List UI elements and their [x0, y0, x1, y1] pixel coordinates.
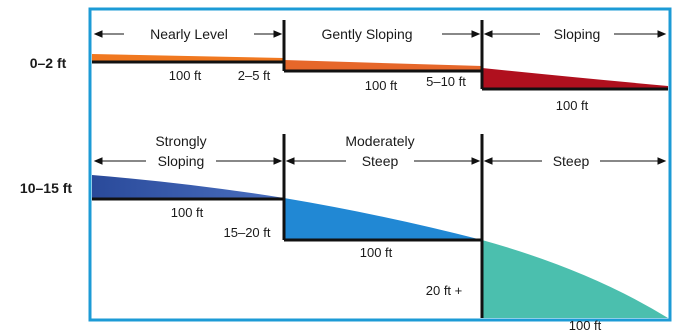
strongly-sloping-slope	[92, 175, 284, 198]
sloping-slope	[482, 68, 668, 88]
class-label-strongly-sloping: Sloping	[158, 153, 205, 169]
class-label-moderately-steep: Steep	[362, 153, 399, 169]
top-step-lines	[92, 20, 668, 91]
top-run-3-label: 100 ft	[556, 98, 589, 113]
top-run-2-label: 100 ft	[365, 78, 398, 93]
class-label-gently-sloping: Gently Sloping	[321, 26, 412, 42]
gently-sloping-slope	[284, 60, 482, 71]
class-label-strongly: Strongly	[155, 133, 206, 149]
row-label-bottom: 10–15 ft	[20, 180, 72, 196]
bottom-rise-1-label: 15–20 ft	[224, 225, 271, 240]
bottom-rise-2-label: 20 ft +	[426, 283, 463, 298]
top-run-1-label: 100 ft	[169, 68, 202, 83]
top-rise-1-label: 2–5 ft	[238, 68, 271, 83]
class-label-moderately: Moderately	[345, 133, 414, 149]
class-label-sloping: Sloping	[554, 26, 601, 42]
bottom-class-arrows	[93, 157, 667, 165]
bottom-run-3-label: 100 ft	[569, 318, 602, 333]
bottom-step-lines	[92, 134, 484, 318]
top-class-arrows	[93, 30, 667, 38]
moderately-steep-slope	[284, 198, 482, 240]
top-rise-2-label: 5–10 ft	[426, 74, 466, 89]
diagram-frame	[88, 7, 672, 322]
bottom-run-2-label: 100 ft	[360, 245, 393, 260]
nearly-level-slope	[92, 54, 284, 62]
bottom-run-1-label: 100 ft	[171, 205, 204, 220]
class-label-steep: Steep	[553, 153, 590, 169]
row-label-top: 0–2 ft	[30, 55, 67, 71]
class-label-nearly-level: Nearly Level	[150, 26, 228, 42]
steep-slope	[482, 240, 668, 318]
